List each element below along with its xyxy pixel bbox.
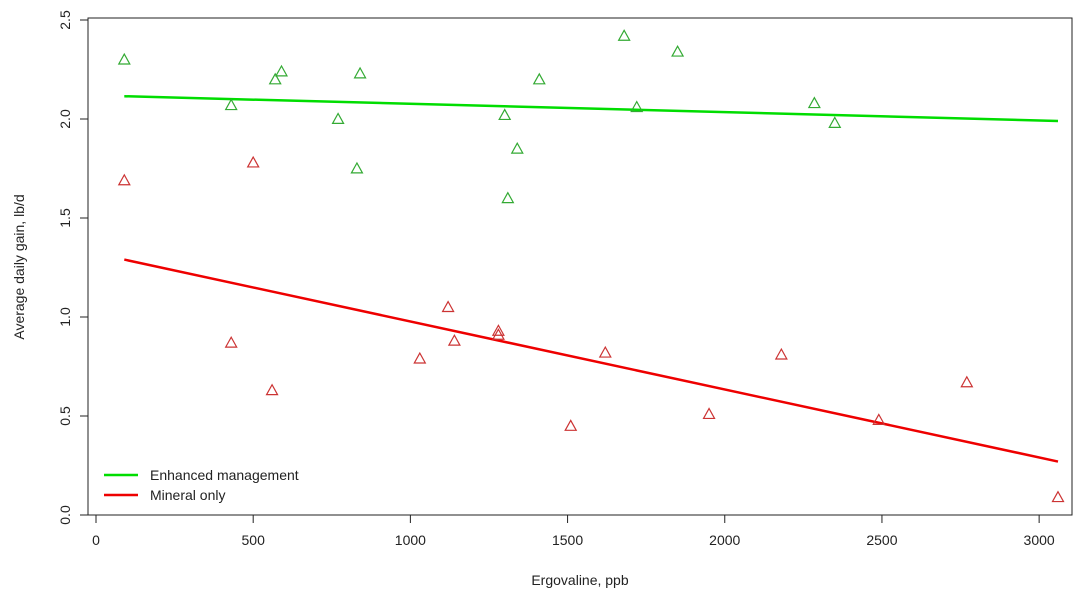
point-enhanced <box>274 64 289 77</box>
trend-line-mineral <box>124 258 1059 463</box>
point-mineral <box>265 383 279 396</box>
y-tick-label: 1.5 <box>57 208 73 228</box>
x-axis-title: Ergovaline, ppb <box>531 572 629 588</box>
point-mineral <box>960 375 974 388</box>
point-mineral <box>491 324 505 336</box>
point-enhanced <box>630 100 644 113</box>
point-mineral <box>224 336 238 348</box>
point-mineral <box>702 407 716 420</box>
x-tick-label: 2000 <box>709 532 740 548</box>
trend-line-enhanced <box>124 94 1059 123</box>
x-axis: 0 500 1000 1500 2000 2500 3000 <box>92 514 1055 548</box>
x-tick-label: 500 <box>242 532 266 548</box>
point-enhanced <box>671 44 685 57</box>
legend-label: Enhanced management <box>150 467 299 483</box>
legend-label: Mineral only <box>150 487 225 503</box>
point-mineral <box>447 334 461 346</box>
point-enhanced <box>807 96 821 109</box>
point-mineral <box>246 155 260 168</box>
point-mineral <box>413 351 427 364</box>
point-enhanced <box>532 72 546 85</box>
y-tick-label: 1.0 <box>57 307 73 327</box>
x-tick-label: 2500 <box>866 532 897 548</box>
y-tick-label: 2.5 <box>57 10 73 30</box>
point-enhanced <box>501 191 515 204</box>
point-mineral <box>564 419 578 431</box>
point-enhanced <box>828 116 842 128</box>
point-mineral <box>774 347 788 360</box>
point-enhanced <box>617 29 631 41</box>
y-tick-label: 2.0 <box>57 109 73 129</box>
point-mineral <box>598 345 612 358</box>
x-tick-label: 0 <box>92 532 100 548</box>
point-mineral <box>872 413 886 425</box>
legend: Enhanced management Mineral only <box>104 467 299 503</box>
point-enhanced <box>350 161 364 174</box>
plot-frame <box>87 17 1073 516</box>
x-tick-label: 3000 <box>1024 532 1055 548</box>
point-enhanced <box>224 98 238 111</box>
y-tick-label: 0.0 <box>57 505 73 525</box>
y-axis-title: Average daily gain, lb/d <box>11 194 27 339</box>
point-mineral <box>117 173 131 186</box>
point-mineral <box>491 328 505 340</box>
point-mineral <box>441 300 455 313</box>
point-enhanced <box>498 108 512 121</box>
data-points <box>117 29 1065 503</box>
point-enhanced <box>353 66 367 79</box>
trend-lines <box>124 94 1059 463</box>
x-tick-label: 1500 <box>552 532 583 548</box>
point-enhanced <box>268 72 282 85</box>
point-enhanced <box>117 52 131 65</box>
point-enhanced <box>331 112 345 125</box>
y-axis: 0.0 0.5 1.0 1.5 2.0 2.5 <box>57 10 89 525</box>
y-tick-label: 0.5 <box>57 406 73 426</box>
point-mineral <box>1051 490 1065 503</box>
point-enhanced <box>510 141 524 154</box>
x-tick-label: 1000 <box>395 532 426 548</box>
